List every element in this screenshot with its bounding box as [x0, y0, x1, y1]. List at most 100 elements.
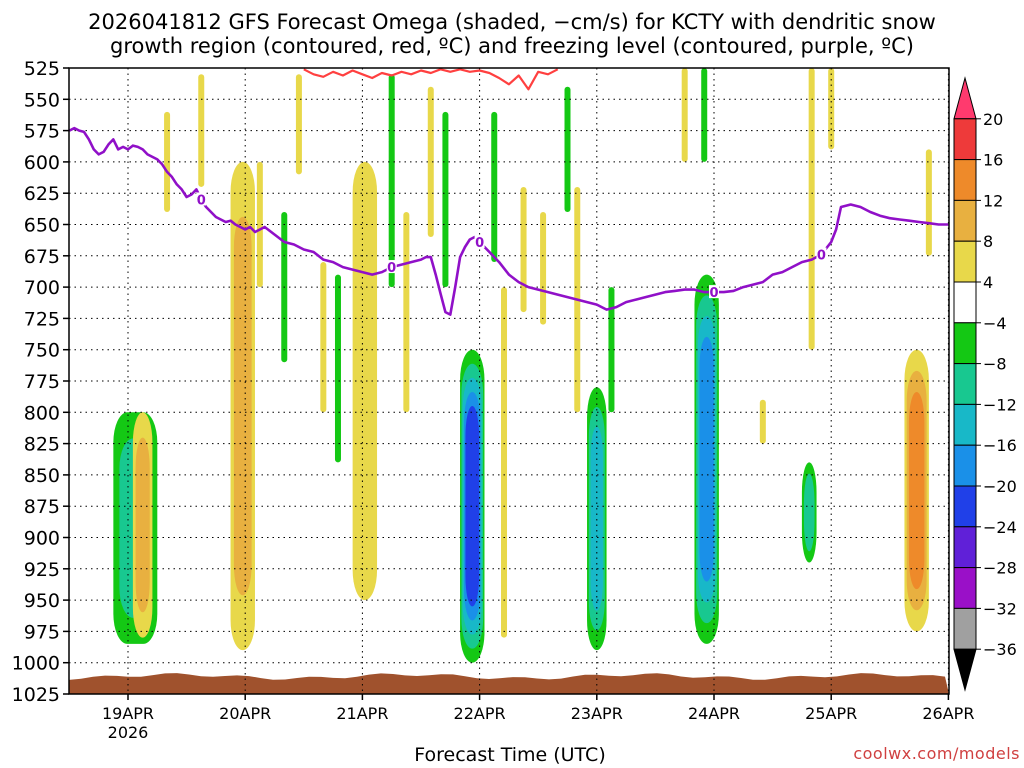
colorbar-swatch-bottom [953, 648, 977, 692]
omega-streak-6 [320, 262, 327, 413]
omega-shading-layer [113, 68, 932, 663]
omega-streak-8 [388, 74, 395, 288]
y-tick-label-1000: 1000 [12, 653, 60, 675]
omega-streak-16 [564, 86, 571, 212]
freezing-level-label-bg-5 [816, 247, 827, 261]
colorbar-label-5: 4 [983, 273, 993, 292]
y-tick-label-725: 725 [24, 308, 60, 330]
colorbar-swatch-10 [953, 485, 977, 528]
x-tick-label-19APR: 19APR [102, 704, 154, 723]
y-tick-label-875: 875 [24, 496, 60, 518]
omega-streak-12 [491, 111, 498, 263]
x-axis-label: Forecast Time (UTC) [414, 744, 606, 766]
y-tick-label-675: 675 [24, 246, 60, 268]
freezing-level-label-bg-4 [709, 285, 719, 299]
colorbar-label-10: −20 [983, 477, 1017, 496]
x-tick-label-20APR: 20APR [219, 704, 271, 723]
x-tick-sublabel-19APR: 2026 [108, 723, 149, 742]
omega-streak-13 [501, 287, 508, 638]
colorbar-swatch-8 [953, 403, 977, 446]
colorbar-label-3: 12 [983, 191, 1003, 210]
y-tick-label-550: 550 [24, 89, 60, 111]
omega-streak-18 [608, 287, 615, 413]
colorbar-label-2: 16 [983, 151, 1003, 170]
omega-streak-10 [427, 86, 434, 238]
colorbar-label-6: −4 [983, 314, 1007, 333]
colorbar-swatch-2 [953, 159, 977, 201]
colorbar-swatch-11 [953, 526, 977, 569]
y-tick-label-650: 650 [24, 215, 60, 237]
chart-title-line-1: 2026041812 GFS Forecast Omega (shaded, −… [88, 10, 936, 34]
omega-feature-22apr-strong-ascent-level-5 [465, 406, 480, 607]
freezing-level-label-bg-1 [196, 192, 207, 206]
omega-streak-23 [828, 68, 835, 150]
dendritic-growth-contour [303, 68, 559, 91]
colorbar-label-11: −24 [983, 518, 1017, 537]
y-tick-label-750: 750 [24, 340, 60, 362]
x-tick-label-22APR: 22APR [454, 704, 506, 723]
colorbar-label-4: 8 [983, 232, 993, 251]
omega-feature-25apr-ascent-level-2 [803, 473, 815, 552]
freezing-level-contour [68, 126, 949, 316]
x-tick-label-23APR: 23APR [571, 704, 623, 723]
y-tick-label-775: 775 [24, 371, 60, 393]
colorbar-label-12: −28 [983, 559, 1017, 578]
freezing-level-label-5: 0 [817, 249, 826, 264]
colorbar-swatch-3 [953, 199, 977, 242]
colorbar-label-1: 20 [983, 110, 1003, 129]
freezing-level-label-4: 0 [709, 286, 718, 301]
colorbar-swatch-13 [953, 607, 977, 650]
x-tick-label-24APR: 24APR [688, 704, 740, 723]
y-tick-label-850: 850 [24, 465, 60, 487]
y-tick-label-1025: 1025 [12, 684, 60, 706]
omega-feature-23apr-ascent-level-3 [590, 426, 603, 611]
omega-feature-19apr-lower-descent-level-2 [135, 437, 150, 613]
omega-streak-21 [759, 399, 766, 444]
omega-streak-7 [334, 274, 341, 463]
omega-streak-14 [520, 186, 527, 313]
omega-feature-20apr-column-level-2 [233, 216, 252, 596]
colorbar-label-9: −16 [983, 436, 1017, 455]
ground-layer [69, 673, 949, 694]
colorbar-swatch-5 [953, 281, 977, 324]
colorbar-swatch-12 [953, 567, 977, 609]
y-tick-label-625: 625 [24, 183, 60, 205]
y-tick-label-925: 925 [24, 559, 60, 581]
omega-feature-24apr-ascent-level-4 [699, 336, 714, 582]
y-tick-label-700: 700 [24, 277, 60, 299]
colorbar-label-7: −8 [983, 355, 1007, 374]
grid-layer [69, 67, 949, 695]
y-tick-label-575: 575 [24, 121, 60, 143]
y-tick-label-600: 600 [24, 152, 60, 174]
omega-streak-19 [681, 68, 688, 162]
surface-terrain [69, 673, 949, 694]
colorbar-swatch-top [953, 76, 977, 120]
y-tick-label-900: 900 [24, 528, 60, 550]
chart-title-line-2: growth region (contoured, red, ºC) and f… [110, 34, 914, 58]
y-tick-label-975: 975 [24, 621, 60, 643]
colorbar-swatch-9 [953, 444, 977, 487]
colorbar-swatch-4 [953, 240, 977, 283]
colorbar-swatch-7 [953, 363, 977, 405]
freezing-level-label-2: 0 [387, 261, 396, 276]
colorbar-label-13: −32 [983, 599, 1017, 618]
omega-streak-11 [442, 111, 449, 288]
y-tick-label-525: 525 [24, 58, 60, 80]
omega-colorbar: 20 16 12 8 4 −4 −8 −12 −16 −20 −24 −28 −32 −36 [953, 76, 1017, 692]
x-tick-label-26APR: 26APR [922, 704, 974, 723]
omega-feature-26apr-descent-level-3 [908, 391, 925, 590]
colorbar-label-14: −36 [983, 640, 1017, 659]
freezing-level-label-bg-2 [386, 260, 397, 274]
pressure-tick-labels: 525 550 575 600 625 650 675 700 725 750 775 800 825 8… [12, 58, 69, 706]
x-tick-label-25APR: 25APR [805, 704, 857, 723]
colorbar-swatch-1 [953, 118, 977, 161]
omega-streak-22 [808, 68, 815, 350]
y-tick-label-825: 825 [24, 434, 60, 456]
y-tick-label-800: 800 [24, 402, 60, 424]
omega-streak-9 [403, 211, 410, 413]
colorbar-label-8: −12 [983, 395, 1017, 414]
colorbar-swatch-6 [953, 322, 977, 365]
